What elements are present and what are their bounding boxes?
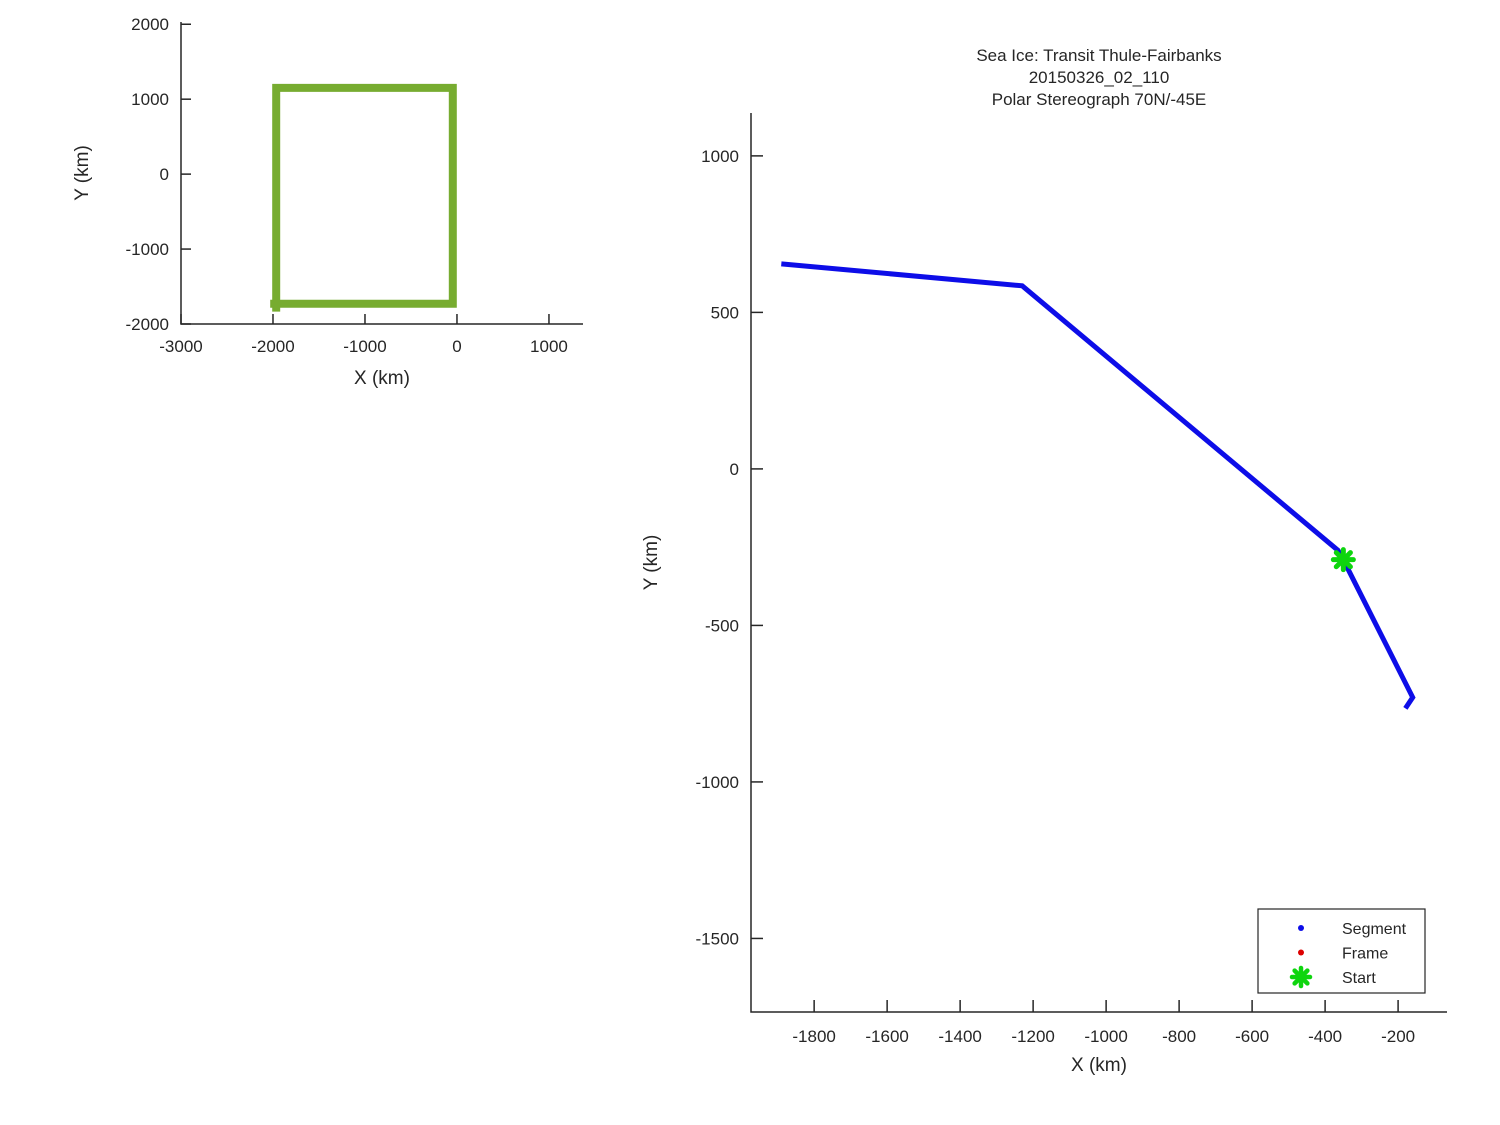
legend-label-start: Start bbox=[1342, 970, 1376, 987]
transit-y-tick-label: -500 bbox=[705, 616, 739, 635]
overview-x-tick-label: -2000 bbox=[251, 337, 294, 356]
transit-x-tick-label: -1400 bbox=[938, 1027, 981, 1046]
overview-x-tick-label: -3000 bbox=[159, 337, 202, 356]
overview-plot: -3000 -2000 -1000 0 1000 2000 1000 0 -1000 -2000 X… bbox=[72, 15, 583, 389]
overview-series-coverage-box bbox=[270, 83, 457, 312]
transit-start-marker-spoke bbox=[1333, 550, 1353, 570]
transit-ylabel: Y (km) bbox=[641, 535, 662, 591]
transit-y-tick-label: -1500 bbox=[696, 929, 739, 948]
transit-x-tick-label: -600 bbox=[1235, 1027, 1269, 1046]
transit-title-line: Sea Ice: Transit Thule-Fairbanks bbox=[976, 46, 1221, 65]
legend-box bbox=[1257, 908, 1426, 994]
overview-y-tick-label: -2000 bbox=[126, 315, 169, 334]
transit-x-tick-label: -1200 bbox=[1011, 1027, 1054, 1046]
overview-x-tick-label: 0 bbox=[452, 337, 461, 356]
overview-y-tick-label: 0 bbox=[160, 165, 169, 184]
transit-start-marker bbox=[1330, 547, 1356, 573]
transit-title-line: 20150326_02_110 bbox=[1029, 68, 1170, 87]
transit-title-line: Polar Stereograph 70N/-45E bbox=[992, 90, 1207, 109]
transit-y-tick-label: 1000 bbox=[701, 147, 739, 166]
transit-x-tick-label: -1800 bbox=[792, 1027, 835, 1046]
transit-y-tick-label: -1000 bbox=[696, 773, 739, 792]
overview-axes bbox=[180, 22, 583, 325]
transit-y-tick-label: 500 bbox=[711, 303, 739, 322]
transit-plot: -1800 -1600 -1400 -1200 -1000 -800 -600 -400 -20… bbox=[641, 46, 1447, 1076]
transit-x-tick-label: -400 bbox=[1308, 1027, 1342, 1046]
overview-xlabel: X (km) bbox=[354, 368, 410, 389]
transit-xlabel: X (km) bbox=[1071, 1055, 1127, 1076]
legend-label-frame: Frame bbox=[1342, 946, 1388, 963]
transit-x-tick-label: -1000 bbox=[1084, 1027, 1127, 1046]
overview-ylabel: Y (km) bbox=[72, 145, 93, 201]
transit-legend: Segment Frame Start bbox=[1257, 908, 1426, 994]
legend-marker-segment-dot-icon bbox=[1298, 925, 1304, 931]
overview-x-tick-label: 1000 bbox=[530, 337, 568, 356]
transit-x-tick-label: -200 bbox=[1381, 1027, 1415, 1046]
transit-x-tick-label: -800 bbox=[1162, 1027, 1196, 1046]
legend-label-segment: Segment bbox=[1342, 921, 1407, 938]
transit-series-Segment bbox=[781, 261, 1416, 710]
transit-y-tick-label: 0 bbox=[730, 460, 739, 479]
overview-y-tick-label: 1000 bbox=[131, 90, 169, 109]
overview-y-tick-label: -1000 bbox=[126, 240, 169, 259]
overview-x-tick-label: -1000 bbox=[343, 337, 386, 356]
legend-marker-start-asterisk-icon-spoke bbox=[1292, 968, 1310, 986]
legend-marker-frame-dot-icon bbox=[1298, 949, 1304, 956]
transit-axes bbox=[750, 113, 1447, 1013]
overview-y-tick-label: 2000 bbox=[131, 15, 169, 34]
legend-marker-start-asterisk-icon bbox=[1289, 965, 1313, 989]
transit-x-tick-label: -1600 bbox=[865, 1027, 908, 1046]
